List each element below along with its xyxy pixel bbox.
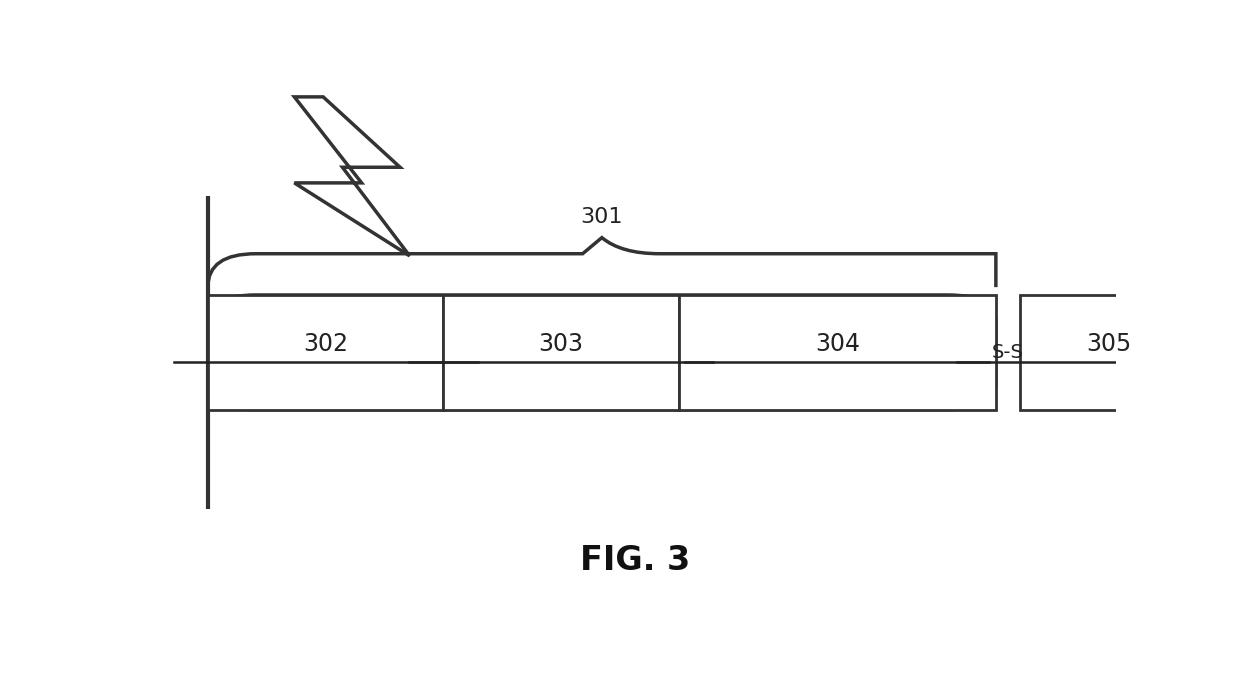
Text: 303: 303 (538, 332, 584, 357)
Text: S-S: S-S (992, 343, 1024, 362)
Bar (678, 295, 996, 410)
Text: 304: 304 (815, 332, 859, 357)
Text: FIG. 3: FIG. 3 (580, 544, 691, 577)
Text: 302: 302 (303, 332, 348, 357)
Text: 305: 305 (1086, 332, 1131, 357)
Bar (444, 295, 678, 410)
Bar (1019, 295, 1198, 410)
Bar (208, 295, 444, 410)
Text: 301: 301 (580, 207, 624, 227)
FancyBboxPatch shape (208, 295, 996, 410)
